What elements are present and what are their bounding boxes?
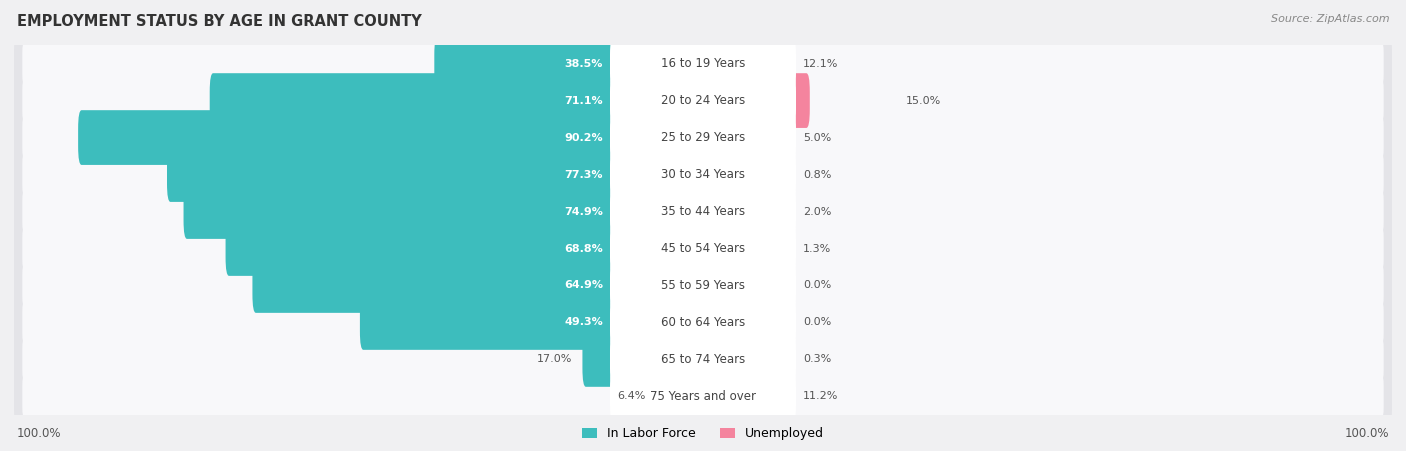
FancyBboxPatch shape bbox=[700, 369, 783, 424]
Text: 75 Years and over: 75 Years and over bbox=[650, 390, 756, 403]
Text: 71.1%: 71.1% bbox=[564, 96, 603, 106]
FancyBboxPatch shape bbox=[610, 258, 796, 313]
Text: EMPLOYMENT STATUS BY AGE IN GRANT COUNTY: EMPLOYMENT STATUS BY AGE IN GRANT COUNTY bbox=[17, 14, 422, 28]
FancyBboxPatch shape bbox=[610, 147, 796, 202]
Text: 25 to 29 Years: 25 to 29 Years bbox=[661, 131, 745, 144]
Text: 17.0%: 17.0% bbox=[537, 354, 572, 364]
Text: 2.0%: 2.0% bbox=[803, 207, 831, 216]
Legend: In Labor Force, Unemployed: In Labor Force, Unemployed bbox=[582, 427, 824, 440]
Text: 15.0%: 15.0% bbox=[907, 96, 942, 106]
FancyBboxPatch shape bbox=[22, 301, 1384, 344]
Text: 65 to 74 Years: 65 to 74 Years bbox=[661, 353, 745, 366]
FancyBboxPatch shape bbox=[14, 143, 1392, 206]
FancyBboxPatch shape bbox=[582, 332, 706, 387]
Text: 11.2%: 11.2% bbox=[803, 391, 838, 401]
FancyBboxPatch shape bbox=[700, 110, 741, 165]
FancyBboxPatch shape bbox=[79, 110, 706, 165]
FancyBboxPatch shape bbox=[610, 110, 796, 165]
FancyBboxPatch shape bbox=[700, 258, 706, 313]
Text: 16 to 19 Years: 16 to 19 Years bbox=[661, 57, 745, 70]
FancyBboxPatch shape bbox=[610, 221, 796, 276]
FancyBboxPatch shape bbox=[700, 184, 720, 239]
FancyBboxPatch shape bbox=[14, 365, 1392, 428]
FancyBboxPatch shape bbox=[209, 73, 706, 128]
Text: 0.0%: 0.0% bbox=[803, 281, 831, 290]
FancyBboxPatch shape bbox=[22, 153, 1384, 196]
FancyBboxPatch shape bbox=[360, 295, 706, 350]
Text: 55 to 59 Years: 55 to 59 Years bbox=[661, 279, 745, 292]
Text: 30 to 34 Years: 30 to 34 Years bbox=[661, 168, 745, 181]
FancyBboxPatch shape bbox=[253, 258, 706, 313]
Text: Source: ZipAtlas.com: Source: ZipAtlas.com bbox=[1271, 14, 1389, 23]
Text: 35 to 44 Years: 35 to 44 Years bbox=[661, 205, 745, 218]
FancyBboxPatch shape bbox=[700, 295, 706, 350]
FancyBboxPatch shape bbox=[14, 328, 1392, 391]
FancyBboxPatch shape bbox=[14, 291, 1392, 354]
Text: 100.0%: 100.0% bbox=[17, 427, 62, 440]
Text: 5.0%: 5.0% bbox=[803, 133, 831, 143]
FancyBboxPatch shape bbox=[14, 106, 1392, 169]
FancyBboxPatch shape bbox=[14, 32, 1392, 95]
Text: 12.1%: 12.1% bbox=[803, 59, 838, 69]
FancyBboxPatch shape bbox=[22, 264, 1384, 307]
FancyBboxPatch shape bbox=[167, 147, 706, 202]
Text: 0.8%: 0.8% bbox=[803, 170, 831, 179]
Text: 68.8%: 68.8% bbox=[564, 244, 603, 253]
FancyBboxPatch shape bbox=[700, 36, 790, 91]
Text: 60 to 64 Years: 60 to 64 Years bbox=[661, 316, 745, 329]
FancyBboxPatch shape bbox=[700, 147, 711, 202]
Text: 20 to 24 Years: 20 to 24 Years bbox=[661, 94, 745, 107]
FancyBboxPatch shape bbox=[22, 190, 1384, 233]
Text: 0.0%: 0.0% bbox=[803, 318, 831, 327]
FancyBboxPatch shape bbox=[655, 369, 706, 424]
Text: 1.3%: 1.3% bbox=[803, 244, 831, 253]
Text: 45 to 54 Years: 45 to 54 Years bbox=[661, 242, 745, 255]
FancyBboxPatch shape bbox=[610, 184, 796, 239]
FancyBboxPatch shape bbox=[14, 180, 1392, 243]
Text: 6.4%: 6.4% bbox=[617, 391, 645, 401]
FancyBboxPatch shape bbox=[610, 36, 796, 91]
Text: 90.2%: 90.2% bbox=[564, 133, 603, 143]
FancyBboxPatch shape bbox=[700, 221, 716, 276]
FancyBboxPatch shape bbox=[225, 221, 706, 276]
FancyBboxPatch shape bbox=[184, 184, 706, 239]
FancyBboxPatch shape bbox=[22, 338, 1384, 381]
FancyBboxPatch shape bbox=[610, 369, 796, 424]
Text: 74.9%: 74.9% bbox=[564, 207, 603, 216]
FancyBboxPatch shape bbox=[22, 116, 1384, 159]
FancyBboxPatch shape bbox=[22, 79, 1384, 122]
FancyBboxPatch shape bbox=[700, 332, 709, 387]
FancyBboxPatch shape bbox=[22, 227, 1384, 270]
FancyBboxPatch shape bbox=[610, 332, 796, 387]
FancyBboxPatch shape bbox=[22, 42, 1384, 85]
Text: 100.0%: 100.0% bbox=[1344, 427, 1389, 440]
FancyBboxPatch shape bbox=[610, 73, 796, 128]
FancyBboxPatch shape bbox=[610, 295, 796, 350]
Text: 38.5%: 38.5% bbox=[565, 59, 603, 69]
Text: 77.3%: 77.3% bbox=[565, 170, 603, 179]
Text: 49.3%: 49.3% bbox=[564, 318, 603, 327]
FancyBboxPatch shape bbox=[14, 69, 1392, 132]
FancyBboxPatch shape bbox=[434, 36, 706, 91]
Text: 0.3%: 0.3% bbox=[803, 354, 831, 364]
FancyBboxPatch shape bbox=[14, 217, 1392, 280]
Text: 64.9%: 64.9% bbox=[564, 281, 603, 290]
FancyBboxPatch shape bbox=[22, 375, 1384, 418]
FancyBboxPatch shape bbox=[700, 73, 810, 128]
FancyBboxPatch shape bbox=[14, 254, 1392, 317]
